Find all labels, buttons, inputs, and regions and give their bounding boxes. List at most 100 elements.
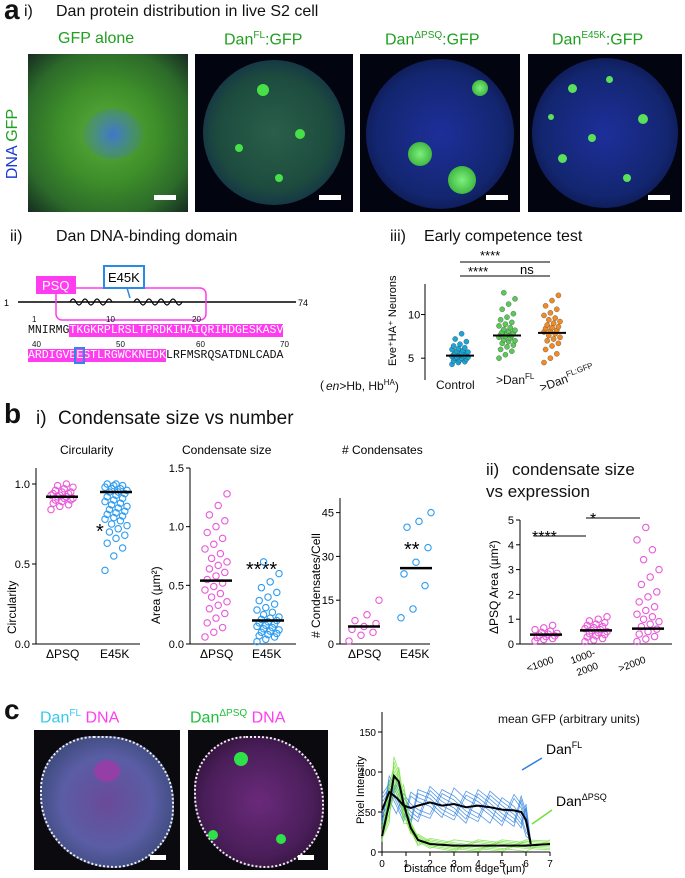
- data-point: [458, 330, 465, 337]
- data-point: [101, 497, 109, 506]
- y-tick-label: 45: [322, 508, 334, 520]
- data-point: [502, 351, 509, 358]
- competence-ylabel: Eve⁺HA⁺ Neurons: [387, 275, 399, 366]
- data-point: [64, 501, 73, 509]
- panel-b-ii-title-2: vs expression: [486, 482, 590, 501]
- data-point: [397, 613, 405, 622]
- data-point: [116, 499, 125, 507]
- expr-x3: >2000: [617, 655, 648, 675]
- data-point: [110, 481, 118, 490]
- micrograph-gfp-alone: [28, 54, 188, 212]
- data-point: [216, 549, 225, 558]
- replicate-trace: [381, 756, 551, 851]
- data-point: [497, 317, 504, 323]
- data-point: [502, 321, 509, 327]
- replicate-trace: [381, 769, 551, 852]
- data-point: [259, 558, 268, 566]
- data-point: [409, 605, 417, 613]
- domain-diagram: PSQ E45K 1 74: [4, 265, 308, 321]
- data-point: [218, 534, 227, 543]
- psq-label-box: [36, 276, 76, 294]
- data-point: [555, 324, 562, 330]
- data-point: [101, 515, 109, 523]
- panel-b-i-title: Condensate size vs number: [58, 408, 294, 429]
- micrograph-c-dandpsq: [188, 730, 328, 870]
- y-tick-label: 150: [359, 728, 376, 739]
- data-point: [462, 344, 468, 351]
- circ-title: Circularity: [60, 443, 113, 457]
- data-point: [114, 504, 122, 512]
- y-tick-label: 5: [408, 353, 414, 365]
- data-point: [103, 539, 111, 547]
- data-point: [512, 337, 518, 344]
- micrograph-dandpsq: [360, 54, 520, 212]
- panel-a-i-label: i): [24, 3, 33, 20]
- data-point: [400, 570, 408, 578]
- x-tick-label: 4: [475, 859, 481, 870]
- data-point: [107, 501, 116, 509]
- data-point: [203, 528, 211, 537]
- data-point: [642, 635, 650, 643]
- x-label-control: Control: [436, 378, 475, 392]
- data-point: [555, 292, 562, 299]
- data-point: [118, 544, 127, 552]
- data-point: [549, 343, 555, 349]
- data-point: [499, 306, 505, 313]
- replicate-trace: [381, 787, 532, 848]
- data-point: [53, 481, 62, 490]
- y-tick-label: 3: [508, 565, 514, 577]
- y-tick-label: 0: [508, 639, 514, 651]
- y-tick-label: 0.0: [169, 639, 184, 651]
- data-point: [639, 555, 648, 564]
- legend-fl-pointer: [521, 757, 543, 771]
- x-tick-label: 5: [499, 859, 505, 870]
- data-point: [214, 561, 222, 570]
- data-point: [457, 341, 463, 347]
- panel-a-letter: a: [4, 0, 20, 25]
- data-point: [557, 318, 563, 325]
- data-point: [345, 637, 353, 645]
- data-point: [205, 605, 214, 613]
- data-point: [123, 521, 131, 530]
- img2-label: DanΔPSQ DNA: [190, 708, 286, 727]
- data-point: [268, 608, 277, 617]
- data-point: [201, 633, 209, 641]
- data-point: [554, 306, 560, 313]
- data-point: [201, 586, 209, 594]
- pos-start: 1: [4, 298, 9, 308]
- psq-label: PSQ: [42, 278, 69, 293]
- data-point: [212, 572, 220, 580]
- data-point: [542, 303, 549, 309]
- pos-end: 74: [298, 298, 308, 308]
- data-point: [47, 505, 55, 514]
- panel-a-i-title: Dan protein distribution in live S2 cell: [56, 3, 319, 20]
- data-point: [633, 536, 641, 544]
- micro-title-danfl: DanFL:GFP: [224, 30, 303, 49]
- data-point: [463, 338, 470, 345]
- data-point: [550, 320, 557, 327]
- data-point: [583, 621, 591, 630]
- x-label-fl: >DanFL: [496, 372, 535, 387]
- psq-outline: [55, 287, 207, 321]
- data-point: [637, 580, 646, 589]
- data-point: [375, 596, 383, 604]
- panel-a-iii-title: Early competence test: [424, 228, 583, 245]
- data-point: [544, 337, 550, 344]
- replicate-trace: [381, 787, 532, 847]
- num-x-e45k: E45K: [400, 647, 429, 661]
- size-x-e45k: E45K: [252, 647, 281, 661]
- y-tick-label: 15: [322, 595, 334, 607]
- data-point: [123, 486, 131, 495]
- data-point: [201, 545, 209, 553]
- data-point: [223, 598, 231, 606]
- e45k-label: E45K: [108, 270, 140, 285]
- data-point: [501, 326, 507, 333]
- side-label-dna: DNA: [4, 146, 21, 180]
- data-point: [541, 359, 547, 366]
- data-point: [650, 603, 659, 611]
- x-tick-label: 1: [403, 859, 409, 870]
- num-x-dpsq: ΔPSQ: [348, 647, 381, 661]
- data-point: [223, 490, 231, 498]
- y-tick-label: 0.5: [169, 580, 184, 592]
- data-point: [655, 565, 663, 574]
